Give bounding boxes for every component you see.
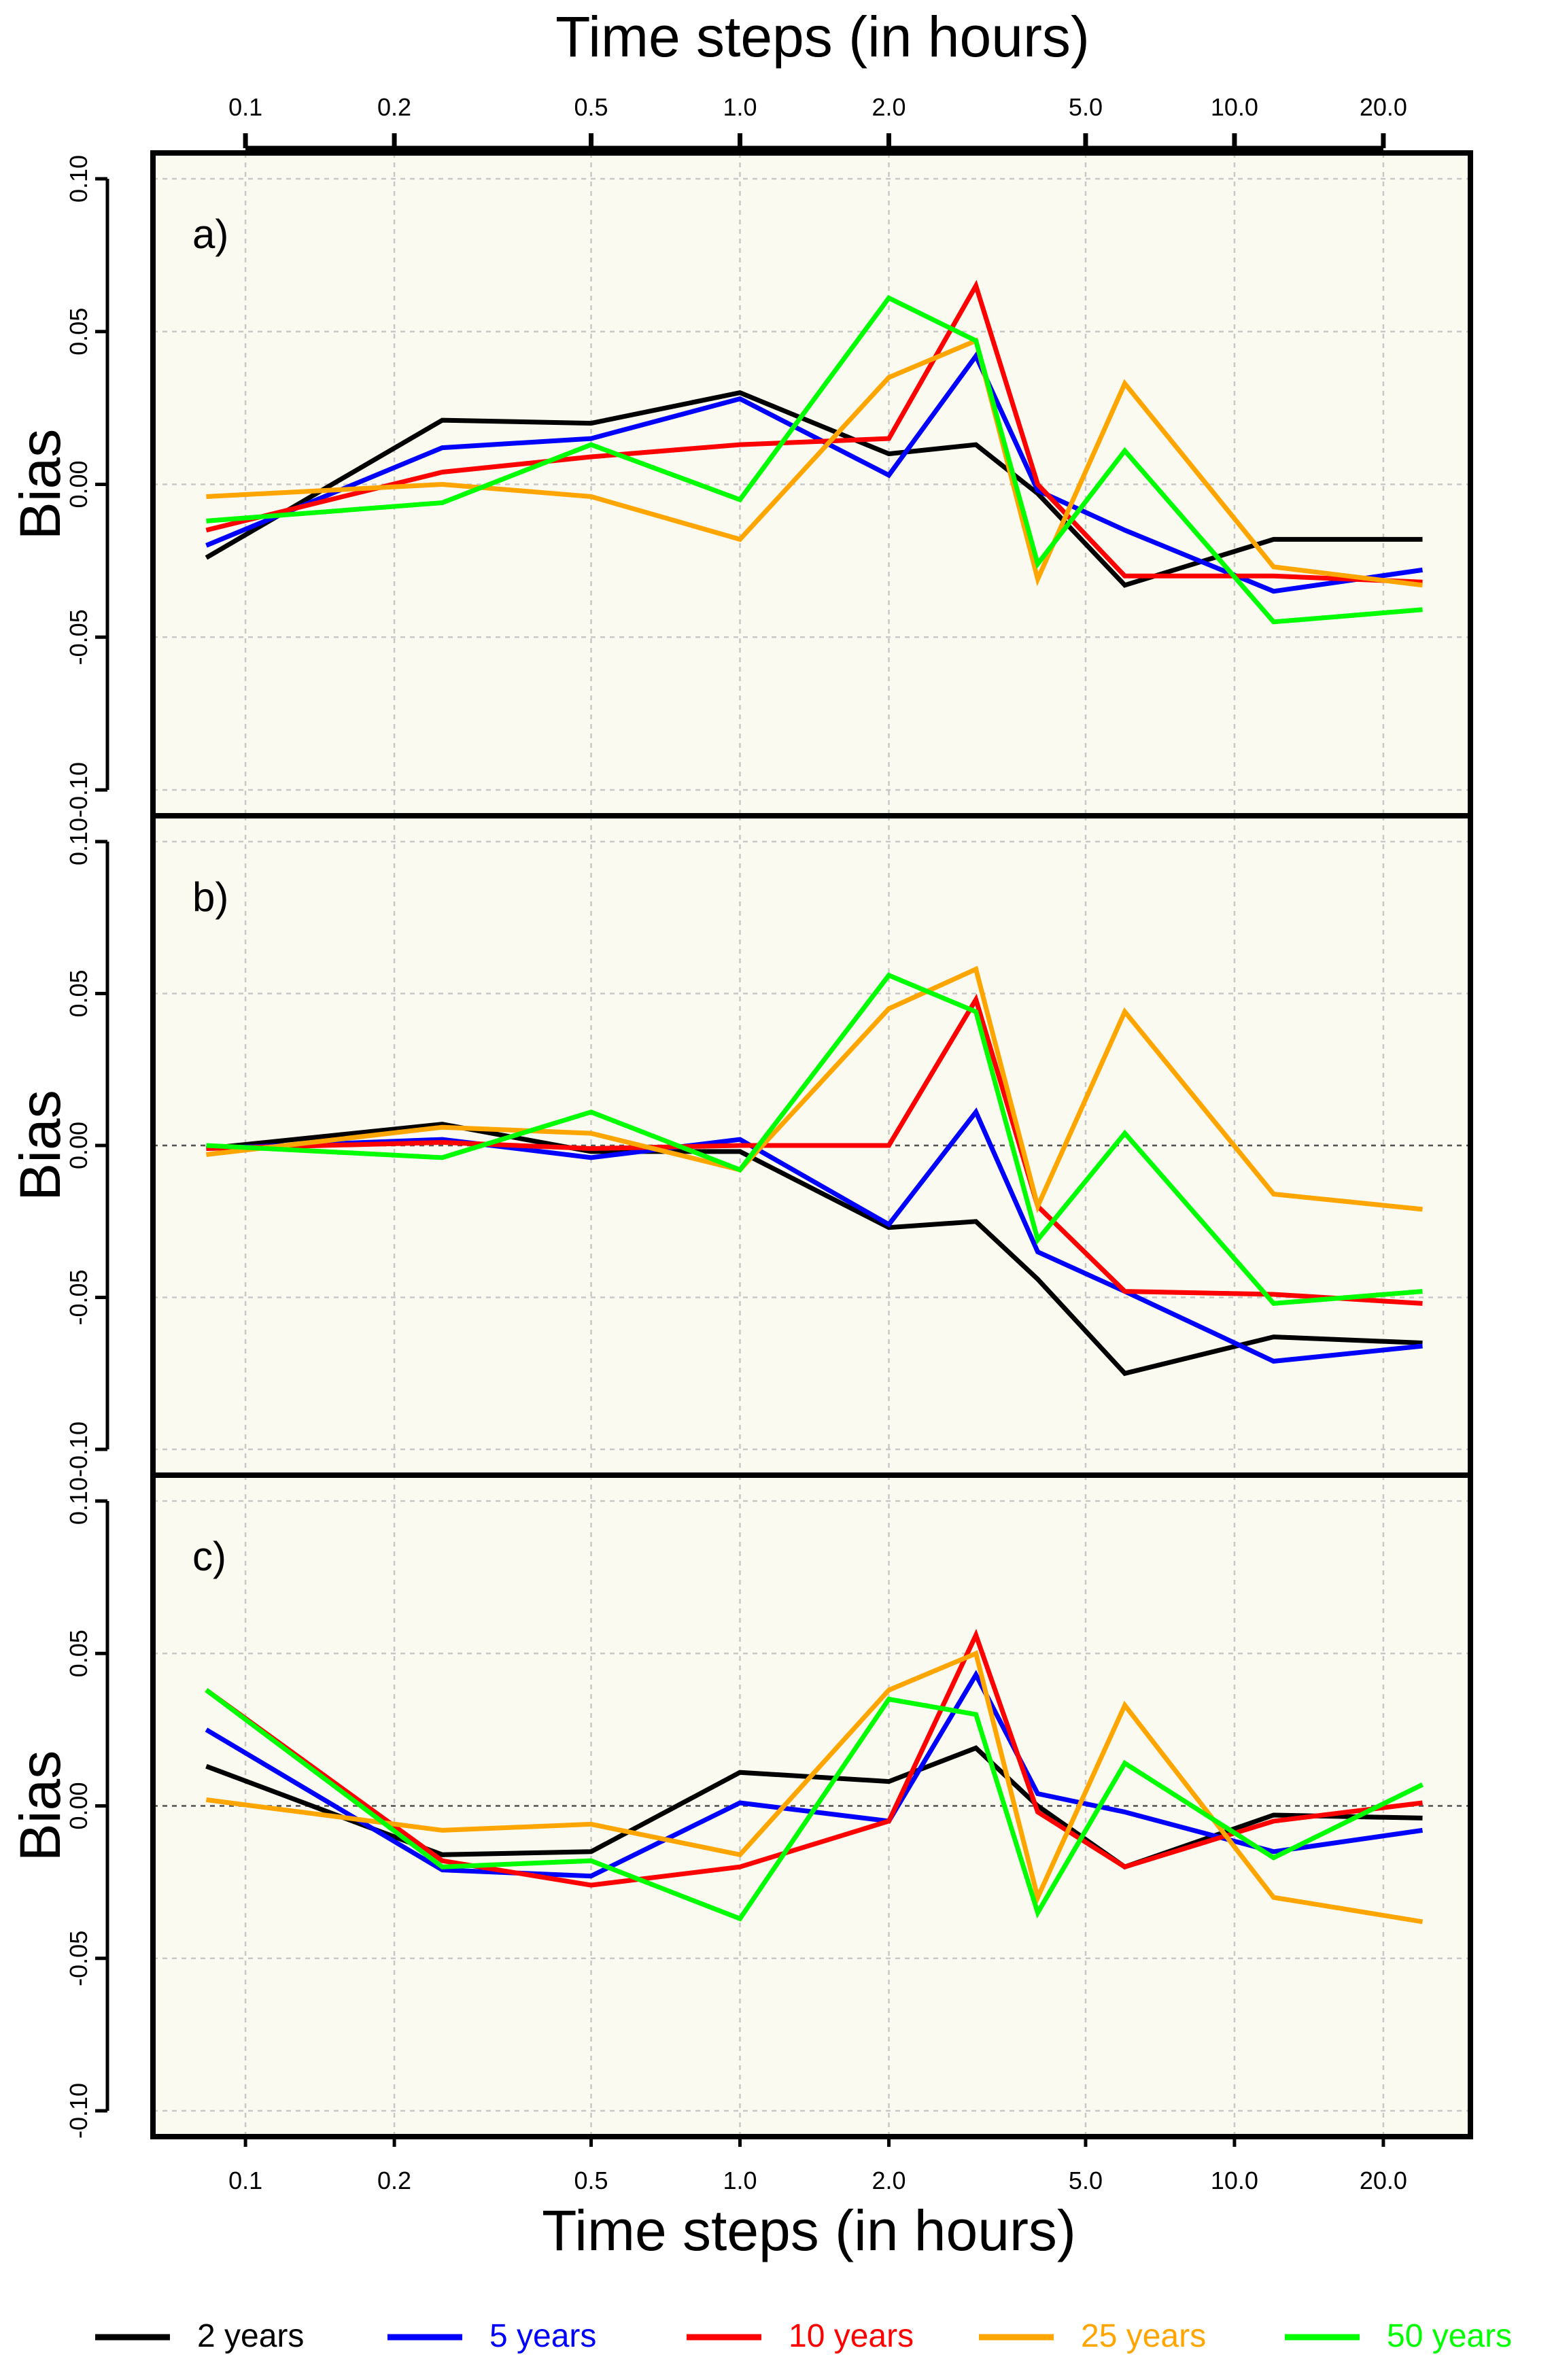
y-tick-label: 0.10 — [65, 1477, 92, 1525]
legend-label: 25 years — [1081, 2318, 1206, 2354]
y-tick-label: 0.00 — [65, 1782, 92, 1829]
series-line-2-years — [205, 1745, 1423, 1870]
panel-c: c) — [150, 1472, 1473, 2139]
top-x-tick-label: 0.1 — [228, 93, 262, 121]
top-x-tick-label: 20.0 — [1360, 93, 1407, 121]
y-tick-label: 0.05 — [65, 1629, 92, 1677]
legend-label: 50 years — [1387, 2318, 1512, 2354]
legend-entry-50-years: 50 years — [1285, 2318, 1512, 2354]
bottom-x-tick-label: 0.5 — [574, 2167, 608, 2194]
top-x-tick-label: 10.0 — [1211, 93, 1258, 121]
series-line-50-years — [205, 1688, 1424, 1922]
bottom-x-tick-label: 0.2 — [377, 2167, 411, 2194]
top-x-axis-title: Time steps (in hours) — [555, 5, 1090, 69]
bottom-x-axis: 0.1 0.2 0.5 1.0 2.0 5.0 10.0 20.0 Time steps (in… — [228, 2137, 1407, 2262]
y-tick-label: -0.10 — [65, 762, 92, 818]
panel-label: a) — [192, 211, 228, 257]
series-line-5-years — [205, 351, 1423, 594]
y-tick-label: 0.00 — [65, 1122, 92, 1169]
y-tick-label: -0.05 — [65, 1269, 92, 1325]
y-tick-label: -0.10 — [65, 2083, 92, 2139]
bottom-x-tick-label: 2.0 — [872, 2167, 906, 2194]
axes: -0.10 -0.05 0.00 0.05 0.10 Bias -0.10 -0.05 0.00… — [8, 5, 1407, 2262]
y-tick-label: 0.10 — [65, 155, 92, 203]
y-tick-label: 0.00 — [65, 460, 92, 508]
y-tick-label: 0.10 — [65, 818, 92, 865]
bottom-x-tick-label: 10.0 — [1211, 2167, 1258, 2194]
bottom-x-tick-label: 5.0 — [1069, 2167, 1103, 2194]
bottom-x-tick-label: 0.1 — [228, 2167, 262, 2194]
bottom-x-tick-label: 1.0 — [723, 2167, 757, 2194]
panel-label: c) — [192, 1534, 226, 1579]
y-tick-label: -0.10 — [65, 1421, 92, 1477]
panel-frame — [150, 1472, 1473, 2139]
legend-entry-25-years: 25 years — [979, 2318, 1206, 2354]
top-x-tick-label: 5.0 — [1069, 93, 1103, 121]
y-axis: -0.10 -0.05 0.00 0.05 0.10 Bias — [8, 1477, 109, 2139]
y-axis-title: Bias — [8, 1090, 72, 1201]
series-line-50-years — [206, 972, 1423, 1307]
legend-label: 10 years — [789, 2318, 914, 2354]
series-line-25-years — [206, 337, 1423, 588]
bottom-x-axis-title: Time steps (in hours) — [542, 2198, 1076, 2262]
top-x-axis: 0.1 0.2 0.5 1.0 2.0 5.0 10.0 20.0 Time steps (in… — [228, 5, 1407, 151]
series-line-25-years — [205, 965, 1423, 1213]
top-x-tick-label: 1.0 — [723, 93, 757, 121]
y-tick-label: -0.05 — [65, 609, 92, 665]
y-tick-label: -0.05 — [65, 1931, 92, 1986]
series-line-10-years — [206, 993, 1423, 1306]
legend-entry-10-years: 10 years — [687, 2318, 914, 2354]
bottom-x-tick-label: 20.0 — [1360, 2167, 1407, 2194]
panel-a: a) — [150, 150, 1473, 818]
legend-entry-5-years: 5 years — [387, 2318, 596, 2354]
y-axis-title: Bias — [8, 429, 72, 540]
y-axis: -0.10 -0.05 0.00 0.05 0.10 Bias — [8, 155, 109, 818]
y-axis-title: Bias — [8, 1750, 72, 1861]
top-x-tick-label: 0.5 — [574, 93, 608, 121]
series-line-2-years — [206, 1122, 1423, 1377]
y-axis: -0.10 -0.05 0.00 0.05 0.10 Bias — [8, 818, 109, 1477]
series-line-5-years — [206, 1107, 1423, 1364]
series-line-50-years — [206, 294, 1423, 625]
y-tick-label: 0.05 — [65, 308, 92, 356]
legend-label: 5 years — [489, 2318, 596, 2354]
panel-b: b) — [150, 813, 1473, 1478]
series-line-10-years — [205, 1629, 1423, 1888]
series-line-10-years — [205, 279, 1423, 585]
legend: 2 years 5 years 10 years 25 years 50 years — [95, 2318, 1512, 2354]
panels: a) b) c) — [150, 150, 1473, 2139]
y-tick-label: 0.05 — [65, 969, 92, 1017]
panel-label: b) — [192, 874, 228, 920]
top-x-tick-label: 2.0 — [872, 93, 906, 121]
legend-entry-2-years: 2 years — [95, 2318, 304, 2354]
top-x-tick-label: 0.2 — [377, 93, 411, 121]
series-line-25-years — [205, 1650, 1424, 1925]
legend-label: 2 years — [197, 2318, 304, 2354]
